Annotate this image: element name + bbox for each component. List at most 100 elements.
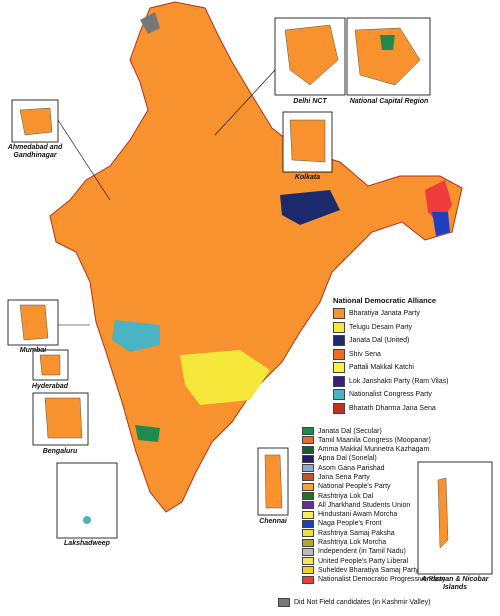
legend-label: Janata Dal (United) xyxy=(349,337,410,344)
inset-label: Lakshadweep xyxy=(64,540,110,547)
inset-label: National Capital Region xyxy=(349,98,429,105)
legend-item: Janata Dal (United) xyxy=(333,335,448,346)
pointer xyxy=(57,119,111,201)
legend-item: Apna Dal (Sonelal) xyxy=(302,454,445,463)
legend-label: Telugu Desam Party xyxy=(349,323,413,331)
legend-item: Asom Gana Parishad xyxy=(302,464,445,473)
legend-item: Rashtriya Samaj Paksha xyxy=(302,529,445,538)
legend-label: Hindustani Awam Morcha xyxy=(318,511,398,519)
legend-item: Nationalist Congress Party xyxy=(333,389,448,400)
legend-swatch xyxy=(302,445,314,454)
legend-item: Janata Dal (Secular) xyxy=(302,427,445,435)
legend-item: Independent (in Tamil Nadu) xyxy=(302,547,445,556)
kashmir-valley xyxy=(140,12,160,34)
legend-swatch xyxy=(302,427,314,435)
legend-item: Rashtriya Lok Morcha xyxy=(302,538,445,547)
legend-swatch xyxy=(302,575,314,584)
legend-label: Rashtriya Lok Dal xyxy=(318,492,374,500)
pointer xyxy=(214,69,276,136)
legend-swatch xyxy=(302,538,314,547)
inset-label: Chennai xyxy=(259,518,287,525)
legend-item: Hindustani Awam Morcha xyxy=(302,510,445,519)
legend-swatch xyxy=(333,402,345,414)
legend-swatch xyxy=(302,519,314,528)
legend-swatch xyxy=(302,529,314,538)
karnataka-green xyxy=(135,425,160,442)
legend-item: Did Not Field candidates (in Kashmir Val… xyxy=(278,598,430,607)
legend-swatch xyxy=(278,598,290,607)
legend-item: Tamil Maanila Congress (Moopanar) xyxy=(302,436,445,445)
legend-swatch xyxy=(302,566,314,575)
legend-item: Nationalist Democratic Progressive Party xyxy=(302,575,446,584)
legend-label: Nationalist Democratic Progressive Party xyxy=(318,576,446,584)
legend-item: All Jharkhand Students Union xyxy=(302,501,445,510)
legend-swatch xyxy=(302,510,314,519)
legend-item: Naga People's Front xyxy=(302,519,445,528)
legend-swatch xyxy=(333,308,345,319)
legend-label: Jana Sena Party xyxy=(318,473,370,481)
legend-item: Pattali Makkal Katchi xyxy=(333,362,448,373)
legend-swatch xyxy=(302,454,314,463)
legend-title: National Democratic Alliance xyxy=(333,296,437,305)
legend-label: Asom Gana Parishad xyxy=(318,464,385,472)
legend-label: Rashtriya Samaj Paksha xyxy=(318,529,395,537)
legend-label: Pattali Makkal Katchi xyxy=(349,364,414,371)
legend-label: Apna Dal (Sonelal) xyxy=(318,455,377,463)
andhra-region xyxy=(180,350,270,405)
inset-label: Ahmedabad and Gandhinagar xyxy=(7,144,63,159)
legend-label: Lok Janshakti Party (Ram Vilas) xyxy=(349,377,449,385)
bihar-region xyxy=(280,190,340,225)
legend-swatch xyxy=(333,362,345,373)
legend: Janata Dal (Secular) Tamil Maanila Congre… xyxy=(302,427,445,585)
legend-label: Nationalist Congress Party xyxy=(349,391,432,398)
legend-label: Bharatiya Janata Party xyxy=(349,310,420,317)
legend-label: Did Not Field candidates (in Kashmir Val… xyxy=(294,599,431,606)
legend-swatch xyxy=(302,547,314,556)
inset-label: Mumbai xyxy=(19,347,47,354)
legend-label: Suheldev Bharatiya Samaj Party xyxy=(318,566,419,574)
legend-swatch xyxy=(302,473,314,482)
inset-maps xyxy=(19,24,449,549)
inset-label: Delhi NCT xyxy=(293,98,327,105)
legend-swatch xyxy=(302,557,314,566)
legend-label: Shiv Sena xyxy=(349,350,381,358)
legend-item: Bharatiya Janata Party xyxy=(333,308,448,319)
nagaland-region xyxy=(432,212,450,236)
legend-item: Suheldev Bharatiya Samaj Party xyxy=(302,566,445,575)
legend-label: Rashtriya Lok Morcha xyxy=(318,539,387,547)
legend-swatch xyxy=(333,321,345,333)
inset-label: Bengaluru xyxy=(42,448,78,455)
legend-item: National People's Party xyxy=(302,482,445,491)
legend-item: Bharath Dharma Jana Sena xyxy=(333,402,448,414)
inset-label: Hyderabad xyxy=(31,383,69,390)
inset-label: Kolkata xyxy=(294,174,321,181)
legend-swatch xyxy=(333,389,345,400)
legend-item: United People's Party Liberal xyxy=(302,557,445,566)
legend-label: All Jharkhand Students Union xyxy=(318,501,411,509)
legend-item: Amma Makkal Munnetra Kazhagam xyxy=(302,445,445,454)
legend-item: Rashtriya Lok Dal xyxy=(302,492,445,501)
legend-item: Jana Sena Party xyxy=(302,473,445,482)
legend-label: Tamil Maanila Congress (Moopanar) xyxy=(318,436,431,444)
legend-swatch xyxy=(302,482,314,491)
legend-item: Telugu Desam Party xyxy=(333,321,448,333)
legend-label: Bharath Dharma Jana Sena xyxy=(349,404,436,412)
legend-item: Shiv Sena xyxy=(333,348,448,360)
legend-swatch xyxy=(302,501,314,510)
legend-swatch xyxy=(333,335,345,346)
legend-swatch xyxy=(302,492,314,501)
legend-label: Naga People's Front xyxy=(318,520,382,528)
inset-label: Andaman & Nicobar Islands xyxy=(421,576,489,591)
legend-swatch xyxy=(333,375,345,387)
legend-label: Independent (in Tamil Nadu) xyxy=(318,548,406,556)
legend-swatch xyxy=(302,464,314,473)
legend-swatch xyxy=(333,348,345,360)
legend: Did Not Field candidates (in Kashmir Val… xyxy=(278,598,430,607)
maharashtra-teal xyxy=(112,320,160,352)
legend-item: Lok Janshakti Party (Ram Vilas) xyxy=(333,375,449,387)
ncr-region xyxy=(380,35,395,50)
legend-label: Amma Makkal Munnetra Kazhagam xyxy=(318,446,430,454)
lakshadweep-mark xyxy=(83,516,91,524)
